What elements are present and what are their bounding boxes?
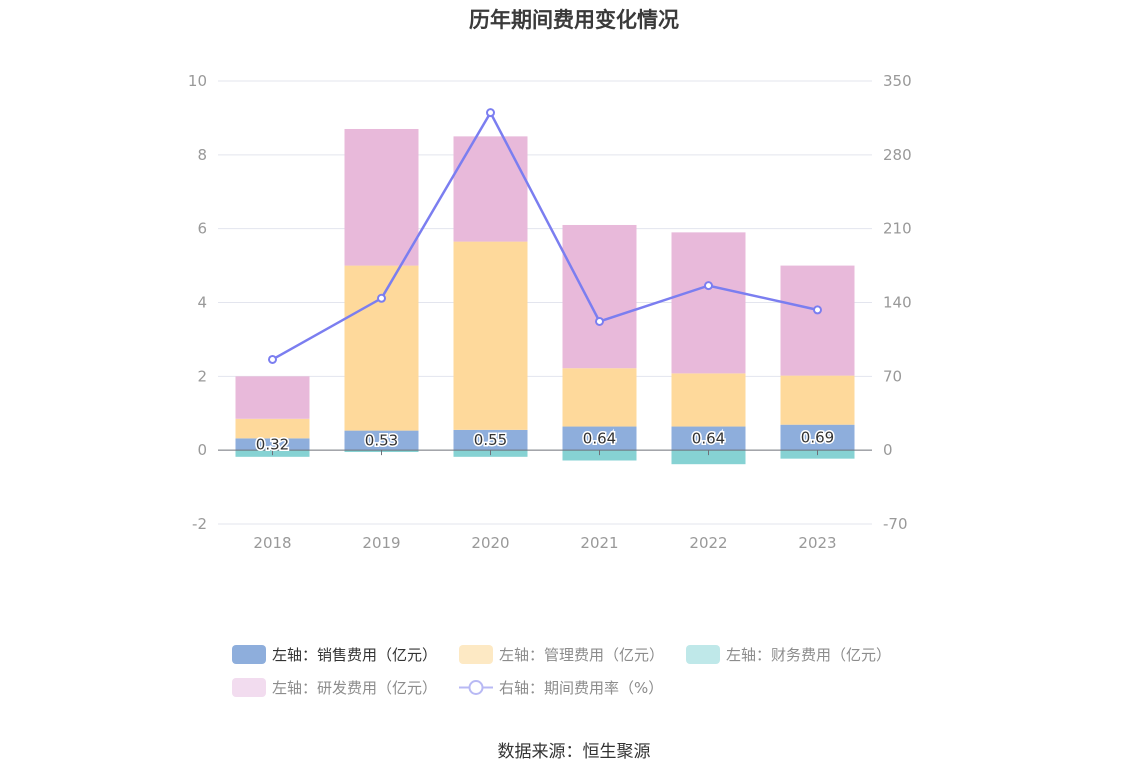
legend-item-finance[interactable]: 左轴：财务费用（亿元）: [686, 644, 891, 665]
chart-canvas: 10 350 8 280 6 210 4 140 2 70 0 0 -2 -70 2018 2019 2020 2…: [188, 72, 912, 552]
bar-sales: [562, 426, 637, 451]
series-line-rate: [271, 110, 818, 361]
bar-admin: [780, 375, 855, 425]
data-label-sales: 0.32: [256, 435, 289, 453]
y-left-tick-label: 0: [197, 441, 207, 459]
x-tick-label: 2023: [798, 534, 836, 552]
legend-label-sales: 左轴：销售费用（亿元）: [272, 646, 438, 664]
y-right-tick-label: -70: [883, 515, 908, 533]
x-tick-label: 2018: [253, 534, 291, 552]
bar-sales: [344, 430, 419, 451]
bar-rd: [780, 265, 855, 376]
legend-swatch-admin: [459, 645, 494, 664]
bar-sales: [671, 426, 746, 451]
bar-sales: [780, 424, 855, 451]
point-rate: [486, 108, 495, 118]
y-left-tick-label: 10: [188, 72, 207, 90]
chart-title: 历年期间费用变化情况: [469, 8, 679, 32]
y-left-tick-label: 2: [197, 367, 207, 385]
y-left-tick-label: 4: [197, 294, 207, 312]
y-left-tick-label: 8: [197, 146, 207, 164]
y-right-tick-label: 70: [883, 367, 902, 385]
data-label-sales: 0.55: [474, 431, 507, 449]
point-rate: [704, 281, 713, 291]
point-rate: [268, 354, 277, 364]
x-tick-label: 2019: [362, 534, 400, 552]
bar-rd: [671, 232, 746, 374]
x-tick-label: 2020: [471, 534, 509, 552]
data-label-sales: 0.64: [583, 429, 616, 447]
data-label-sales: 0.53: [365, 431, 398, 449]
legend: 左轴：销售费用（亿元） 左轴：管理费用（亿元） 左轴：财务费用（亿元） 左轴：研…: [232, 638, 952, 704]
bar-sales: [235, 438, 310, 451]
point-rate: [377, 293, 386, 303]
y-left-tick-label: 6: [197, 220, 207, 238]
legend-label-rate: 右轴：期间费用率（%）: [499, 679, 664, 697]
source-note: 数据来源：恒生聚源: [497, 742, 651, 762]
bar-admin: [671, 373, 746, 427]
legend-swatch-finance: [686, 645, 721, 664]
y-right-tick-label: 210: [883, 220, 912, 238]
y-left-tick-label: -2: [192, 515, 207, 533]
legend-item-sales[interactable]: 左轴：销售费用（亿元）: [232, 644, 437, 665]
legend-line-marker-icon: [459, 678, 494, 697]
data-label-sales: 0.64: [692, 429, 725, 447]
x-tick-label: 2022: [689, 534, 727, 552]
legend-row-1: 左轴：销售费用（亿元） 左轴：管理费用（亿元） 左轴：财务费用（亿元）: [232, 638, 952, 671]
bar-finance: [671, 450, 746, 465]
point-rate: [595, 316, 604, 326]
bar-admin: [235, 418, 310, 439]
bar-sales: [453, 429, 528, 451]
point-rate: [813, 305, 822, 315]
data-label-sales: 0.69: [801, 428, 834, 446]
legend-swatch-rd: [232, 678, 266, 697]
bar-rd: [453, 136, 528, 242]
legend-row-2: 左轴：研发费用（亿元） 右轴：期间费用率（%）: [232, 671, 952, 704]
legend-label-finance: 左轴：财务费用（亿元）: [726, 646, 892, 664]
legend-item-rd[interactable]: 左轴：研发费用（亿元）: [232, 677, 437, 698]
legend-item-admin[interactable]: 左轴：管理费用（亿元）: [459, 644, 664, 665]
bar-rd: [235, 376, 310, 419]
bar-admin: [453, 241, 528, 430]
bar-rd: [562, 224, 637, 369]
bar-finance: [562, 450, 637, 461]
legend-label-rd: 左轴：研发费用（亿元）: [272, 679, 438, 697]
legend-swatch-sales: [232, 645, 266, 664]
y-right-tick-label: 350: [883, 72, 912, 90]
bar-rd: [344, 128, 419, 266]
legend-item-rate[interactable]: 右轴：期间费用率（%）: [459, 677, 663, 698]
legend-label-admin: 左轴：管理费用（亿元）: [499, 646, 665, 664]
bar-admin: [344, 265, 419, 431]
bar-admin: [562, 368, 637, 427]
y-right-tick-label: 140: [883, 294, 912, 312]
y-right-tick-label: 0: [883, 441, 893, 459]
x-tick-label: 2021: [580, 534, 618, 552]
y-right-tick-label: 280: [883, 146, 912, 164]
